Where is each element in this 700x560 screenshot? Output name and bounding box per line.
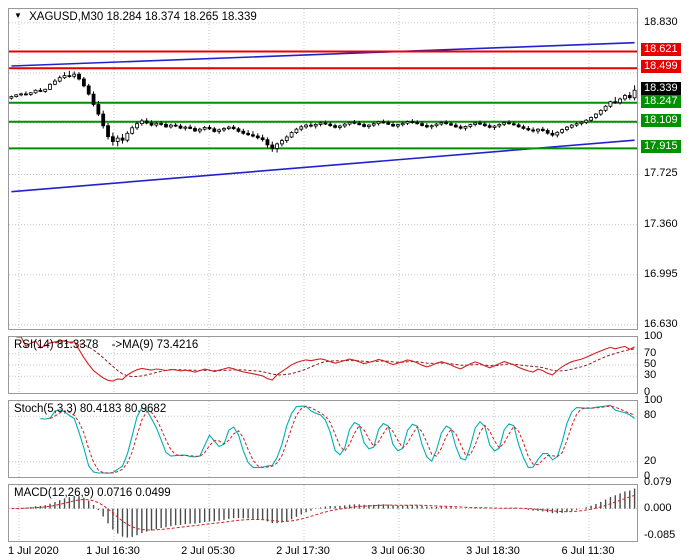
stochastic-panel[interactable]: Stoch(5,3,3) 80.4183 80.9682 [8, 400, 638, 478]
rsi-label: RSI(14) [14, 339, 54, 351]
stochastic-label: Stoch(5,3,3) [14, 403, 77, 415]
macd-signal-value: 0.0499 [135, 487, 171, 499]
rsi-tick: 30 [644, 369, 657, 382]
time-label: 1 Jul 2020 [8, 545, 59, 557]
price-chart-panel[interactable]: ▼ XAGUSD,M30 18.284 18.374 18.265 18.339 [8, 8, 638, 330]
rsi-ma-label: ->MA(9) [111, 339, 154, 351]
rsi-axis[interactable]: 100 70 50 30 0 [641, 330, 699, 398]
time-label: 1 Jul 16:30 [86, 545, 140, 557]
rsi-tick: 50 [644, 358, 657, 370]
stochastic-chart[interactable] [9, 401, 637, 477]
stochastic-k-value: 80.4183 [79, 403, 122, 415]
candlestick-chart[interactable] [9, 9, 637, 329]
time-label: 2 Jul 05:30 [181, 545, 235, 557]
rsi-panel[interactable]: RSI(14) 81.3378 ->MA(9) 73.4216 [8, 336, 638, 394]
stoch-tick: 0 [644, 470, 651, 482]
rsi-ma-value: 73.4216 [156, 339, 199, 351]
price-tick: 18.830 [644, 15, 678, 28]
time-label: 6 Jul 11:30 [561, 545, 615, 557]
macd-chart[interactable] [9, 485, 637, 541]
resistance-badge: 18.499 [641, 60, 681, 74]
ohlc-readout: 18.284 18.374 18.265 18.339 [106, 11, 257, 23]
rsi-tick: 0 [644, 386, 651, 398]
macd-label: MACD(12,26,9) [14, 487, 94, 499]
time-label: 3 Jul 06:30 [371, 545, 425, 557]
macd-panel[interactable]: MACD(12,26,9) 0.0716 0.0499 [8, 484, 638, 542]
time-label: 2 Jul 17:30 [276, 545, 330, 557]
support-badge: 18.247 [641, 94, 681, 108]
time-axis[interactable]: 1 Jul 2020 1 Jul 16:30 2 Jul 05:30 2 Jul 17… [8, 544, 688, 559]
rsi-tick: 100 [644, 330, 663, 342]
support-badge: 17.915 [641, 140, 681, 154]
stochastic-header: Stoch(5,3,3) 80.4183 80.9682 [14, 403, 166, 415]
macd-tick: 0.079 [644, 475, 672, 488]
support-badge: 18.109 [641, 113, 681, 127]
price-axis[interactable]: 18.830 17.725 17.360 16.995 16.630 18.621 18.4… [641, 8, 699, 330]
macd-header: MACD(12,26,9) 0.0716 0.0499 [14, 487, 171, 499]
resistance-badge: 18.621 [641, 43, 681, 57]
stoch-tick: 80 [644, 409, 657, 422]
current-price-badge: 18.339 [641, 82, 681, 96]
macd-main-value: 0.0716 [97, 487, 133, 499]
symbol-timeframe-label: XAGUSD,M30 [29, 11, 104, 23]
price-tick: 17.725 [644, 167, 678, 180]
stoch-tick: 100 [644, 394, 663, 406]
price-tick: 16.630 [644, 317, 678, 330]
macd-axis[interactable]: 0.079 0.000 -0.085 [641, 476, 699, 542]
rsi-value: 81.3378 [56, 339, 99, 351]
time-label: 3 Jul 18:30 [466, 545, 520, 557]
symbol-dropdown-icon: ▼ [14, 11, 22, 20]
stoch-tick: 20 [644, 454, 657, 467]
chart-header: ▼ XAGUSD,M30 18.284 18.374 18.265 18.339 [14, 11, 257, 23]
price-tick: 16.995 [644, 267, 678, 280]
price-tick: 17.360 [644, 217, 678, 230]
rsi-chart[interactable] [9, 337, 637, 393]
rsi-header: RSI(14) 81.3378 ->MA(9) 73.4216 [14, 339, 198, 351]
macd-tick: 0.000 [644, 501, 672, 514]
rsi-tick: 70 [644, 346, 657, 359]
macd-tick: -0.085 [644, 529, 676, 542]
stochastic-d-value: 80.9682 [124, 403, 167, 415]
stochastic-axis[interactable]: 100 80 20 0 [641, 394, 699, 482]
